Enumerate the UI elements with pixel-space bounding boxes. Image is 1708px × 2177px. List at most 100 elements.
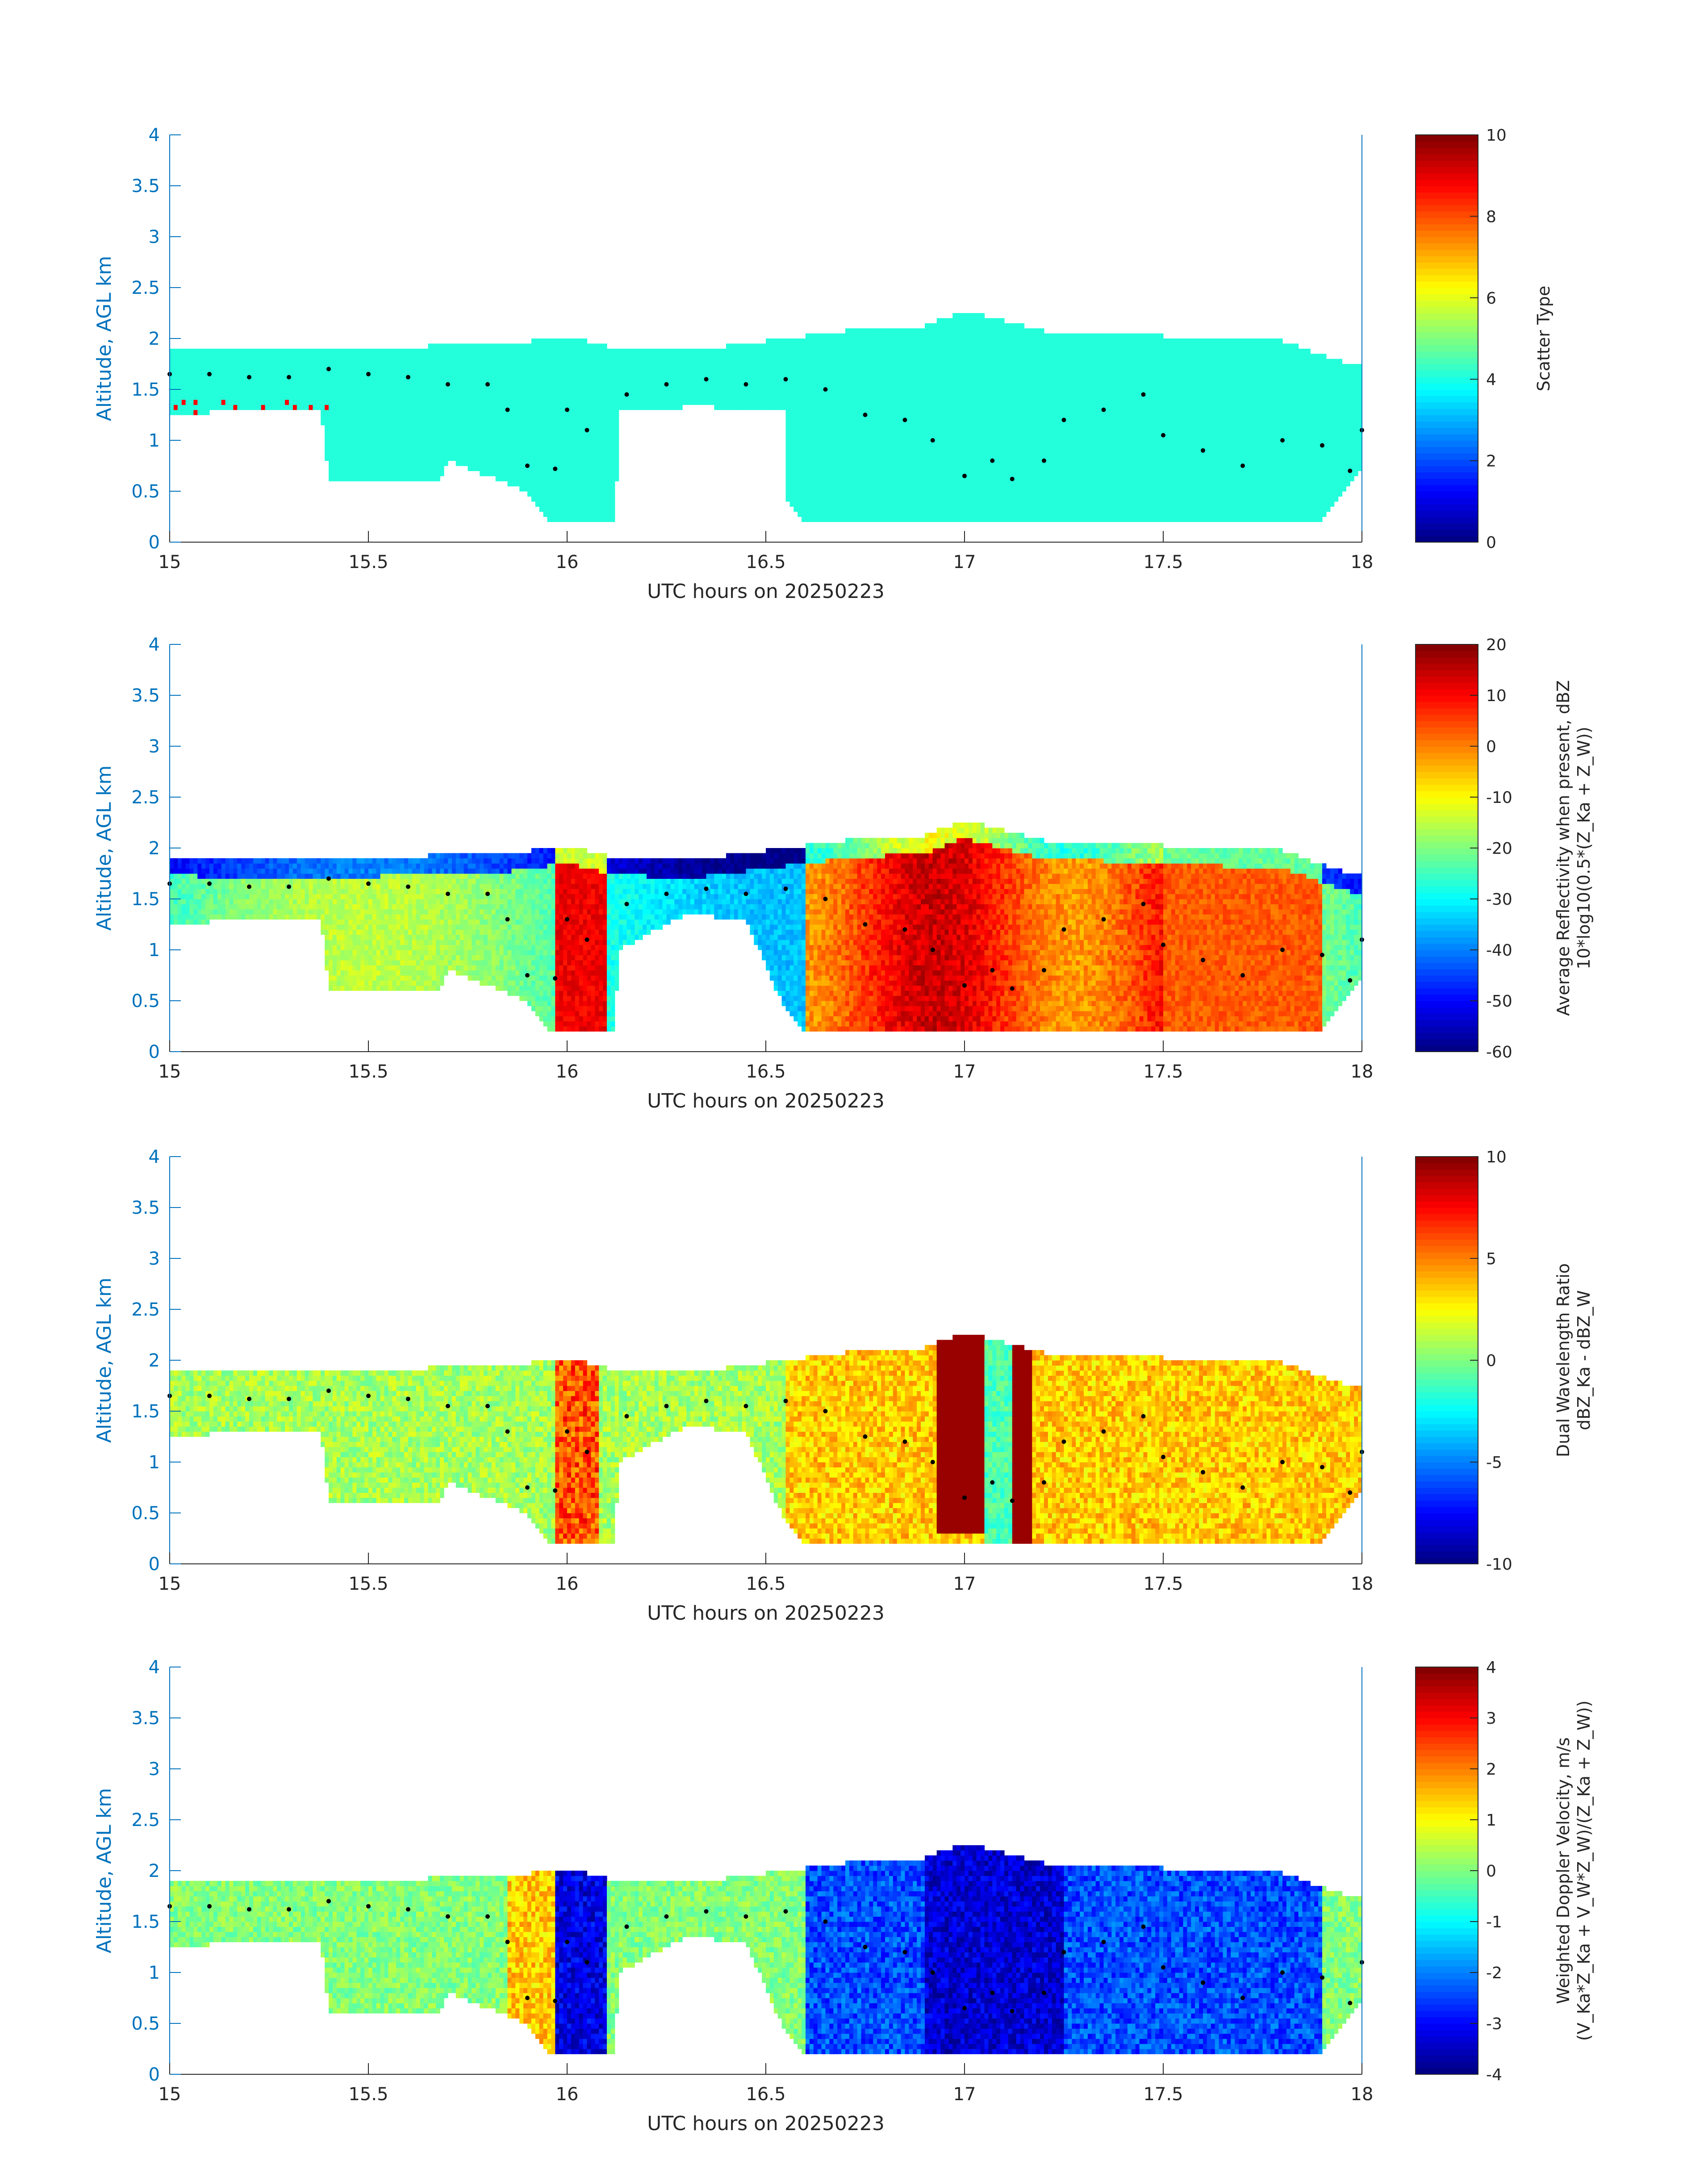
- heatmap-cell: [420, 425, 425, 430]
- heatmap-cell: [444, 348, 448, 354]
- heatmap-cell: [543, 415, 548, 420]
- heatmap-cell: [607, 496, 611, 502]
- heatmap-cell: [861, 496, 866, 502]
- heatmap-cell: [543, 384, 548, 390]
- heatmap-cell: [793, 415, 798, 420]
- heatmap-cell: [901, 420, 906, 426]
- heatmap-cell: [785, 430, 790, 436]
- heatmap-cell: [809, 425, 814, 430]
- heatmap-cell: [976, 313, 981, 318]
- heatmap-cell: [507, 394, 512, 400]
- heatmap-cell: [622, 389, 627, 395]
- heatmap-cell: [587, 440, 591, 446]
- heatmap-cell: [893, 486, 898, 492]
- heatmap-cell: [802, 338, 806, 344]
- heatmap-cell: [575, 405, 580, 410]
- heatmap-cell: [424, 440, 429, 446]
- heatmap-cell: [547, 486, 551, 492]
- heatmap-cell: [173, 394, 178, 400]
- heatmap-cell: [877, 399, 881, 405]
- heatmap-cell: [488, 405, 492, 410]
- heatmap-cell: [400, 466, 405, 471]
- heatmap-cell: [495, 359, 500, 364]
- heatmap-cell: [257, 379, 262, 385]
- heatmap-cell: [853, 338, 858, 344]
- heatmap-cell: [325, 348, 329, 354]
- heatmap-cell: [905, 506, 909, 512]
- heatmap-cell: [845, 415, 850, 420]
- heatmap-cell: [579, 359, 584, 364]
- heatmap-cell: [662, 364, 667, 369]
- heatmap-cell: [301, 399, 305, 405]
- heatmap-cell: [567, 415, 572, 420]
- heatmap-cell: [714, 359, 718, 364]
- heatmap-cell: [329, 394, 333, 400]
- heatmap-cell: [436, 343, 440, 349]
- heatmap-cell: [622, 354, 627, 359]
- heatmap-cell: [368, 440, 373, 446]
- heatmap-cell: [948, 460, 953, 466]
- heatmap-cell: [317, 399, 321, 405]
- heatmap-cell: [932, 343, 937, 349]
- heatmap-cell: [396, 435, 401, 441]
- heatmap-cell: [798, 430, 802, 436]
- heatmap-cell: [658, 405, 663, 410]
- heatmap-cell: [424, 471, 429, 476]
- heatmap-cell: [519, 405, 524, 410]
- heatmap-cell: [388, 455, 393, 461]
- heatmap-cell: [881, 425, 885, 430]
- heatmap-cell: [849, 460, 854, 466]
- heatmap-cell: [607, 354, 611, 359]
- heatmap-cell: [173, 405, 178, 410]
- heatmap-cell: [972, 440, 977, 446]
- heatmap-cell: [785, 394, 790, 400]
- heatmap-cell: [547, 511, 551, 517]
- heatmap-cell: [579, 384, 584, 390]
- heatmap-cell: [662, 359, 667, 364]
- heatmap-cell: [499, 466, 504, 471]
- heatmap-cell: [658, 359, 663, 364]
- heatmap-cell: [948, 405, 953, 410]
- heatmap-cell: [917, 455, 921, 461]
- heatmap-cell: [567, 384, 572, 390]
- heatmap-cell: [269, 348, 273, 354]
- heatmap-cell: [793, 425, 798, 430]
- heatmap-cell: [789, 415, 794, 420]
- heatmap-cell: [706, 348, 710, 354]
- heatmap-cell: [722, 405, 727, 410]
- heatmap-cell: [511, 420, 516, 426]
- heatmap-cell: [281, 354, 285, 359]
- heatmap-cell: [607, 389, 611, 395]
- heatmap-cell: [925, 415, 929, 420]
- heatmap-cell: [777, 374, 782, 380]
- heatmap-cell: [849, 450, 854, 456]
- heatmap-cell: [563, 369, 568, 375]
- heatmap-cell: [861, 425, 866, 430]
- heatmap-cell: [865, 420, 869, 426]
- heatmap-cell: [917, 379, 921, 385]
- heatmap-cell: [857, 389, 862, 395]
- heatmap-cell: [579, 440, 584, 446]
- heatmap-cell: [809, 445, 814, 451]
- heatmap-cell: [798, 466, 802, 471]
- heatmap-cell: [575, 450, 580, 456]
- heatmap-cell: [897, 445, 902, 451]
- heatmap-cell: [181, 359, 186, 364]
- heatmap-cell: [233, 359, 238, 364]
- heatmap-cell: [849, 455, 854, 461]
- heatmap-cell: [575, 394, 580, 400]
- heatmap-cell: [913, 348, 917, 354]
- heatmap-cell: [265, 394, 270, 400]
- heatmap-cell: [563, 405, 568, 410]
- heatmap-cell: [845, 374, 850, 380]
- heatmap-cell: [861, 486, 866, 492]
- heatmap-cell: [893, 369, 898, 375]
- heatmap-cell: [976, 445, 981, 451]
- heatmap-cell: [948, 409, 953, 415]
- heatmap-cell: [515, 354, 520, 359]
- heatmap-cell: [607, 486, 611, 492]
- heatmap-cell: [928, 511, 933, 517]
- heatmap-cell: [793, 466, 798, 471]
- heatmap-cell: [798, 496, 802, 502]
- heatmap-cell: [781, 354, 786, 359]
